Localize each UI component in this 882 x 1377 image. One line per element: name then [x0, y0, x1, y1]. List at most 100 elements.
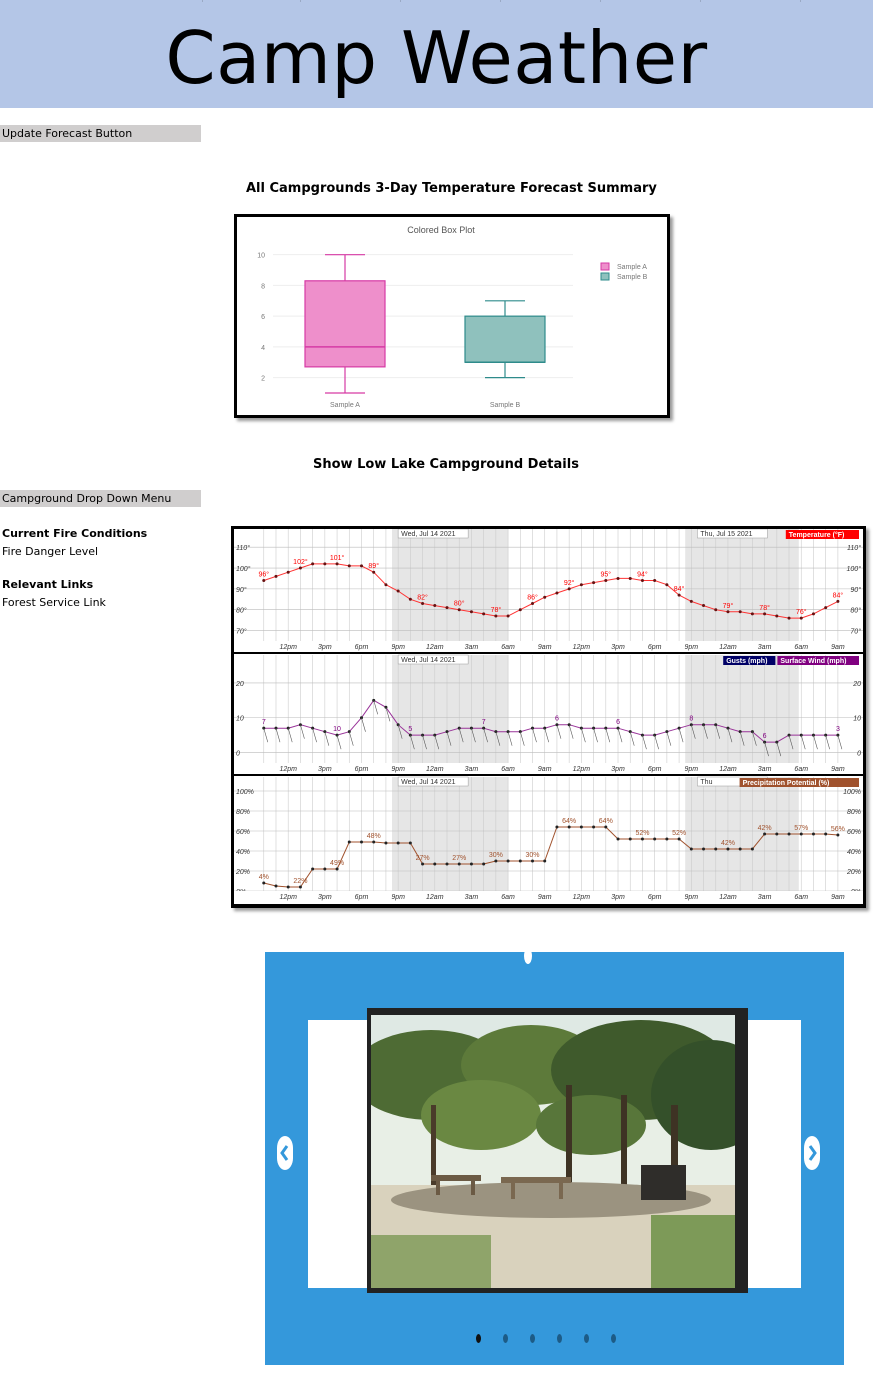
forest-service-link[interactable]: Forest Service Link [2, 596, 106, 609]
y-tick-label-right: 10 [853, 716, 861, 723]
fire-danger-link[interactable]: Fire Danger Level [2, 545, 99, 558]
wind-barb [813, 735, 818, 750]
value-label: 42% [758, 825, 772, 832]
campground-photo [371, 1015, 735, 1288]
data-point [640, 733, 644, 737]
value-label: 30% [526, 852, 540, 859]
wind-barb [752, 731, 757, 746]
sheet-gridline [300, 0, 301, 2]
data-point [262, 579, 266, 583]
slider-dot[interactable] [530, 1334, 535, 1343]
data-point [531, 601, 535, 605]
data-point [787, 616, 791, 620]
value-label: 79° [723, 602, 734, 610]
data-point [298, 566, 302, 570]
slider-dot[interactable] [611, 1334, 616, 1343]
sheet-gridline [202, 0, 203, 2]
value-label: 4% [259, 874, 269, 881]
data-point [433, 604, 437, 608]
update-forecast-button[interactable]: Update Forecast Button [0, 125, 201, 142]
x-tick-label: Sample A [330, 402, 360, 409]
x-tick-label: 9pm [391, 894, 405, 901]
data-point [396, 841, 400, 845]
data-point [421, 733, 425, 737]
legend-label: Precipitation Potential (%) [743, 780, 830, 787]
value-label: 42% [721, 840, 735, 847]
value-label: 52% [672, 830, 686, 837]
data-point [653, 579, 657, 583]
sheet-gridline [700, 0, 701, 2]
wind-barb [800, 735, 806, 750]
y-tick-label-left: 20 [235, 681, 244, 688]
x-tick-label: 12am [426, 766, 444, 773]
wind-barb [275, 728, 281, 743]
data-point [506, 614, 510, 618]
data-point [799, 832, 803, 836]
value-label: 5 [408, 726, 412, 733]
legend-box [739, 778, 859, 787]
weather-forecast-graph: 110° 110° 100° 100° 90° 90° 80° 80° 70° 70° Wed, J… [231, 526, 866, 908]
y-tick-label-left: 70° [236, 628, 247, 636]
wind-barb [544, 728, 550, 743]
data-point [811, 612, 815, 616]
precipitation-panel: 100%100%80%80%60%60%40%40%20%20%0%0%Wed,… [234, 776, 863, 906]
chevron-right-icon[interactable] [804, 1136, 820, 1170]
x-tick-label: 9am [538, 894, 552, 901]
y-tick-label-left: 60% [236, 829, 250, 836]
data-point [702, 604, 706, 608]
data-point [543, 595, 547, 599]
data-point [824, 832, 828, 836]
data-point [396, 589, 400, 593]
data-point [653, 733, 657, 737]
date-label: Thu, Jul 15 2021 [700, 531, 752, 538]
legend-box [723, 656, 776, 665]
x-tick-label: 12pm [573, 766, 591, 773]
temperature-series-line [263, 563, 839, 619]
data-point [433, 862, 437, 866]
data-point [604, 579, 608, 583]
y-tick-label: 4 [261, 345, 265, 352]
data-point [567, 825, 571, 829]
data-point [836, 599, 840, 603]
value-label: 94° [637, 571, 648, 579]
photo-frame [367, 1008, 748, 1293]
wind-barb [458, 728, 464, 743]
x-axis-band [234, 641, 863, 653]
data-point [469, 862, 473, 866]
wind-barb [654, 735, 659, 750]
wind-barb [629, 731, 635, 746]
x-tick-label: 3pm [318, 766, 332, 773]
x-tick-label: 9pm [684, 644, 698, 651]
campground-dropdown[interactable]: Campground Drop Down Menu [0, 490, 201, 507]
wind-barb [703, 724, 708, 739]
iqr-box [464, 315, 546, 363]
value-label: 56% [831, 826, 845, 833]
slider-dot[interactable] [503, 1334, 508, 1343]
value-label: 64% [599, 818, 613, 825]
wind-barb [593, 728, 598, 743]
x-tick-label: 6am [501, 894, 515, 901]
data-point [384, 705, 388, 709]
x-tick-label: 6am [794, 766, 808, 773]
x-axis-band [234, 763, 863, 775]
slider-dot[interactable] [476, 1334, 481, 1343]
data-point [421, 862, 425, 866]
legend-label: Surface Wind (mph) [780, 658, 846, 665]
x-tick-label: Sample B [490, 402, 521, 409]
slider-dot[interactable] [557, 1334, 562, 1343]
y-tick-label: 8 [261, 283, 265, 290]
y-tick-label-right: 100% [843, 789, 861, 796]
slider-dot[interactable] [584, 1334, 589, 1343]
data-point [494, 614, 498, 618]
night-shading [392, 777, 509, 891]
y-tick-label-left: 40% [236, 849, 250, 856]
data-point [323, 562, 327, 566]
data-point [665, 583, 669, 587]
data-point [811, 733, 815, 737]
value-label: 84° [674, 585, 685, 593]
legend-swatch [600, 272, 610, 281]
x-tick-label: 6pm [648, 766, 662, 773]
y-tick-label-left: 10 [236, 716, 244, 723]
chevron-left-icon[interactable] [277, 1136, 293, 1170]
data-point [616, 576, 620, 580]
